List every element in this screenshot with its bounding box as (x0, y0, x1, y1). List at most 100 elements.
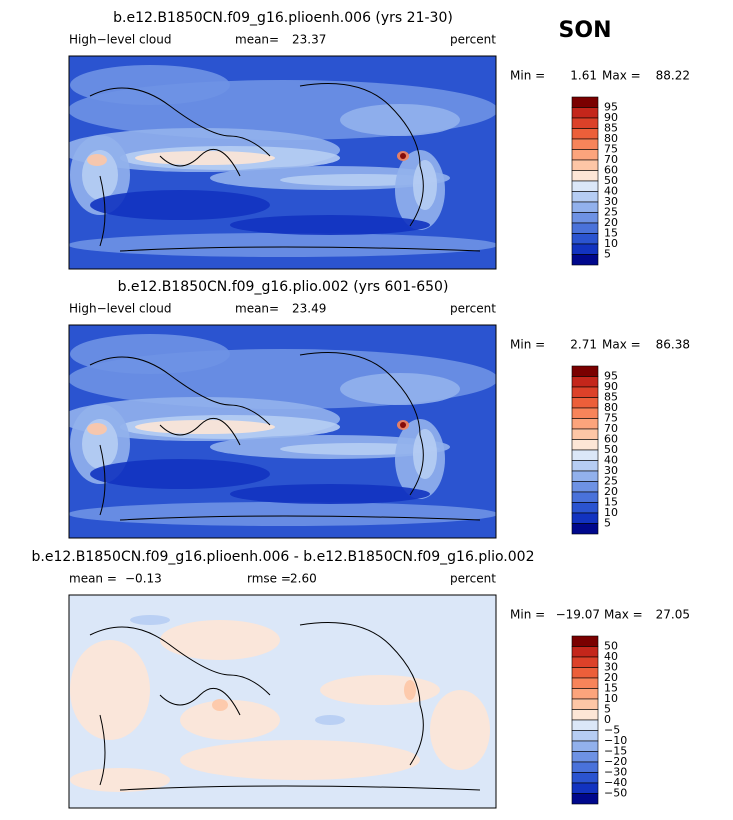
map-frame (68, 594, 497, 809)
panel-header: percent (450, 572, 496, 586)
colorbar-label: 15 (604, 227, 618, 240)
panel-stat: −19.07 (556, 608, 600, 622)
map (68, 594, 497, 809)
map-patch (340, 104, 460, 136)
colorbar-label: 10 (604, 506, 618, 519)
colorbar-label: 40 (604, 454, 618, 467)
colorbar-box (571, 782, 599, 794)
colorbar-box (571, 491, 599, 503)
season-label: SON (559, 18, 612, 43)
panel-stat: 27.05 (656, 608, 690, 622)
colorbar-label: −5 (604, 724, 620, 737)
colorbar-box (571, 449, 599, 461)
map-patch (400, 422, 406, 428)
colorbar-box (571, 397, 599, 409)
colorbar-label: 5 (604, 248, 611, 261)
colorbar-box (571, 740, 599, 752)
coastline (89, 352, 481, 521)
colorbar-box (571, 751, 599, 763)
colorbar-box (571, 719, 599, 731)
colorbar-box (571, 212, 599, 224)
colorbar-box (571, 677, 599, 689)
colorbar-label: 30 (604, 661, 618, 674)
colorbar-label: 50 (604, 174, 618, 187)
colorbar-label: 80 (604, 132, 618, 145)
panel-header: rmse = (247, 572, 291, 586)
colorbar-box (571, 107, 599, 119)
panel-header: 2.60 (290, 572, 317, 586)
colorbar-box (571, 254, 599, 266)
colorbar-box (571, 138, 599, 150)
map (68, 55, 497, 270)
map-patch (69, 502, 496, 526)
map-patch (212, 699, 228, 711)
colorbar-box (571, 761, 599, 773)
map-field (69, 325, 496, 538)
colorbar-box (571, 428, 599, 440)
colorbar-box (571, 656, 599, 668)
coastline (89, 83, 481, 252)
colorbar-label: 0 (604, 713, 611, 726)
colorbar-label: 5 (604, 703, 611, 716)
colorbar-label: 70 (604, 153, 618, 166)
colorbar-label: 10 (604, 237, 618, 250)
panel-header: 23.37 (292, 33, 326, 47)
colorbar-label: −15 (604, 745, 627, 758)
colorbar-label: 85 (604, 391, 618, 404)
colorbar-box (571, 191, 599, 203)
map-patch (130, 615, 170, 625)
colorbar-box (571, 128, 599, 140)
colorbar-box (571, 386, 599, 398)
map-patch (90, 190, 270, 220)
coastline (89, 622, 481, 791)
colorbar-label: −20 (604, 755, 627, 768)
map-patch (430, 690, 490, 770)
colorbar-label: 80 (604, 401, 618, 414)
panel-title: b.e12.B1850CN.f09_g16.plioenh.006 - b.e1… (32, 549, 535, 565)
colorbar-label: 15 (604, 682, 618, 695)
colorbar-label: 75 (604, 143, 618, 156)
colorbar-box (571, 646, 599, 658)
map-patch (135, 151, 275, 165)
panel-stat: Max = (602, 69, 641, 83)
colorbar-box (571, 180, 599, 192)
map (68, 324, 497, 539)
colorbar-label: 30 (604, 195, 618, 208)
colorbar-box (571, 117, 599, 129)
map-patch (230, 484, 430, 504)
colorbar-box (571, 470, 599, 482)
colorbar-label: 30 (604, 464, 618, 477)
panel-header: High−level cloud (69, 33, 171, 47)
panel-header: mean = (69, 572, 117, 586)
colorbar-box (571, 523, 599, 535)
panel-header: −0.13 (125, 572, 162, 586)
map-patch (315, 715, 345, 725)
colorbar-label: 15 (604, 496, 618, 509)
colorbar-label: 95 (604, 101, 618, 114)
colorbar-label: 10 (604, 692, 618, 705)
colorbar-label: 70 (604, 422, 618, 435)
colorbar-box (571, 698, 599, 710)
panel-header: percent (450, 302, 496, 316)
colorbar-label: −40 (604, 776, 627, 789)
colorbar-box (571, 793, 599, 805)
colorbar-box (571, 512, 599, 524)
map-patch (160, 620, 280, 660)
panel-stat: 86.38 (656, 338, 690, 352)
colorbar-label: 75 (604, 412, 618, 425)
colorbar-label: 5 (604, 517, 611, 530)
panel-stat: Max = (604, 608, 643, 622)
panel-stat: Min = (510, 608, 545, 622)
map-patch (70, 65, 230, 105)
colorbar-box (571, 243, 599, 255)
colorbar-box (571, 709, 599, 721)
map-patch (404, 680, 416, 700)
map-patch (413, 160, 437, 210)
panel-stat: 88.22 (656, 69, 690, 83)
colorbar-box (571, 149, 599, 161)
colorbar-label: 50 (604, 443, 618, 456)
colorbar-label: 95 (604, 370, 618, 383)
colorbar-box (571, 439, 599, 451)
colorbar-label: 20 (604, 216, 618, 229)
